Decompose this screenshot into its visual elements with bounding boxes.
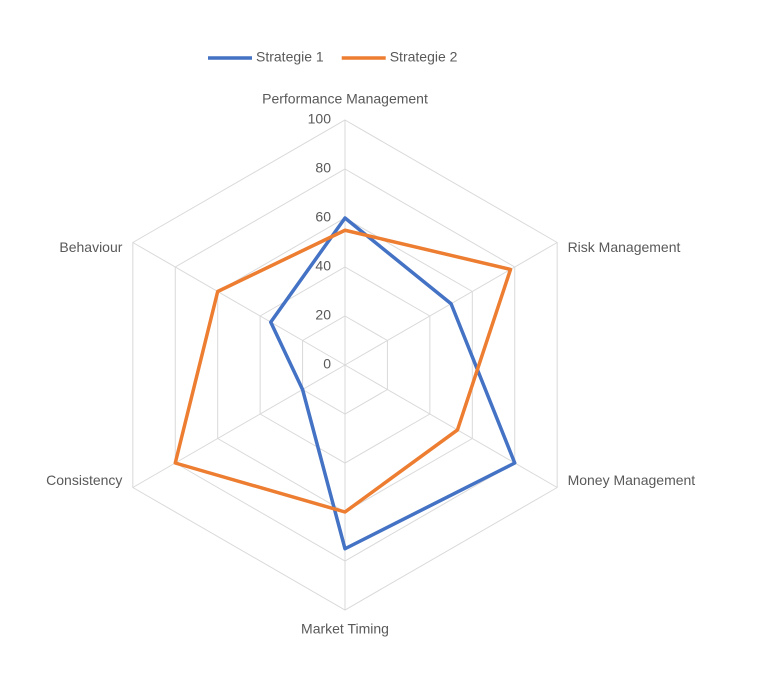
category-label: Market Timing (301, 621, 389, 637)
r-tick-label: 80 (315, 160, 331, 176)
r-tick-label: 0 (323, 356, 331, 372)
spoke (132, 242, 346, 366)
legend-label: Strategie 2 (390, 49, 458, 65)
r-tick-label: 20 (315, 307, 331, 323)
category-label: Performance Management (262, 91, 428, 107)
legend-label: Strategie 1 (256, 49, 324, 65)
category-label: Money Management (568, 472, 696, 488)
r-tick-label: 60 (315, 209, 331, 225)
category-label: Behaviour (59, 239, 122, 255)
spoke (132, 364, 346, 488)
r-tick-label: 40 (315, 258, 331, 274)
category-label: Risk Management (568, 239, 681, 255)
spoke (344, 364, 558, 488)
series-line (173, 228, 513, 514)
category-label: Consistency (46, 472, 122, 488)
r-tick-label: 100 (308, 111, 332, 127)
series-line (268, 216, 517, 551)
